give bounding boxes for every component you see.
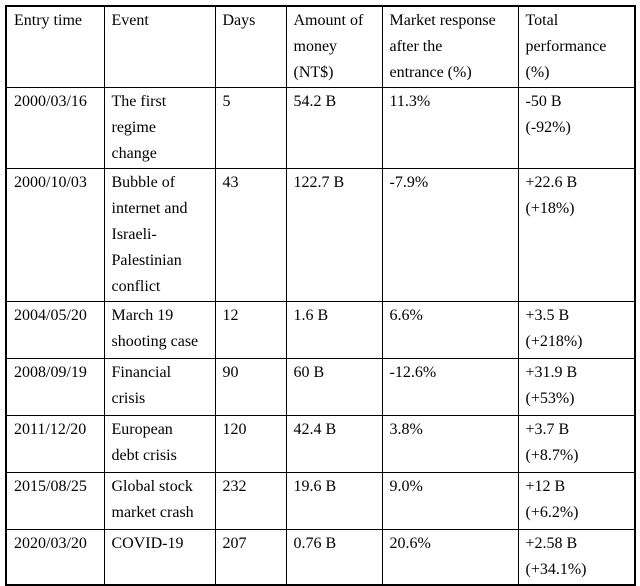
cell-entry-time: 2000/03/16: [5, 87, 105, 169]
cell-days: 5: [214, 87, 287, 169]
market-entry-events-table: Entry time Event Days Amount of money (N…: [5, 5, 636, 586]
cell-entry-time: 2004/05/20: [5, 301, 105, 359]
cell-days: 90: [214, 358, 287, 416]
column-header-amount-of-money: Amount of money (NT$): [285, 5, 383, 88]
cell-days: 207: [214, 529, 287, 586]
cell-total-performance: +22.6 B (+18%): [517, 168, 636, 302]
cell-days: 43: [214, 168, 287, 302]
cell-market-response: -12.6%: [381, 358, 519, 416]
table-row: 2000/10/03 Bubble of internet and Israel…: [5, 168, 636, 302]
cell-entry-time: 2008/09/19: [5, 358, 105, 416]
cell-total-performance: +3.5 B (+218%): [517, 301, 636, 359]
table-row: 2015/08/25 Global stock market crash 232…: [5, 472, 636, 530]
cell-market-response: 6.6%: [381, 301, 519, 359]
cell-amount: 0.76 B: [285, 529, 383, 586]
column-header-total-performance: Total performance (%): [517, 5, 636, 88]
table-row: 2000/03/16 The first regime change 5 54.…: [5, 87, 636, 169]
column-header-entry-time: Entry time: [5, 5, 105, 88]
table-row: 2020/03/20 COVID-19 207 0.76 B 20.6% +2.…: [5, 529, 636, 586]
cell-amount: 122.7 B: [285, 168, 383, 302]
column-header-days: Days: [214, 5, 287, 88]
cell-total-performance: +12 B (+6.2%): [517, 472, 636, 530]
column-header-market-response: Market response after the entrance (%): [381, 5, 519, 88]
table-row: 2011/12/20 European debt crisis 120 42.4…: [5, 415, 636, 473]
cell-entry-time: 2015/08/25: [5, 472, 105, 530]
cell-event: Financial crisis: [103, 358, 216, 416]
cell-amount: 42.4 B: [285, 415, 383, 473]
cell-entry-time: 2011/12/20: [5, 415, 105, 473]
column-header-event: Event: [103, 5, 216, 88]
cell-total-performance: +3.7 B (+8.7%): [517, 415, 636, 473]
cell-total-performance: -50 B (-92%): [517, 87, 636, 169]
table-row: 2008/09/19 Financial crisis 90 60 B -12.…: [5, 358, 636, 416]
cell-market-response: -7.9%: [381, 168, 519, 302]
cell-amount: 19.6 B: [285, 472, 383, 530]
cell-event: European debt crisis: [103, 415, 216, 473]
cell-entry-time: 2020/03/20: [5, 529, 105, 586]
cell-market-response: 11.3%: [381, 87, 519, 169]
cell-market-response: 9.0%: [381, 472, 519, 530]
cell-event: March 19 shooting case: [103, 301, 216, 359]
cell-event: COVID-19: [103, 529, 216, 586]
cell-total-performance: +2.58 B (+34.1%): [517, 529, 636, 586]
cell-days: 120: [214, 415, 287, 473]
cell-days: 232: [214, 472, 287, 530]
cell-days: 12: [214, 301, 287, 359]
header-row: Entry time Event Days Amount of money (N…: [5, 5, 636, 88]
cell-amount: 60 B: [285, 358, 383, 416]
cell-amount: 54.2 B: [285, 87, 383, 169]
cell-market-response: 3.8%: [381, 415, 519, 473]
cell-entry-time: 2000/10/03: [5, 168, 105, 302]
table-row: 2004/05/20 March 19 shooting case 12 1.6…: [5, 301, 636, 359]
cell-market-response: 20.6%: [381, 529, 519, 586]
cell-event: The first regime change: [103, 87, 216, 169]
cell-event: Bubble of internet and Israeli- Palestin…: [103, 168, 216, 302]
cell-amount: 1.6 B: [285, 301, 383, 359]
cell-event: Global stock market crash: [103, 472, 216, 530]
cell-total-performance: +31.9 B (+53%): [517, 358, 636, 416]
